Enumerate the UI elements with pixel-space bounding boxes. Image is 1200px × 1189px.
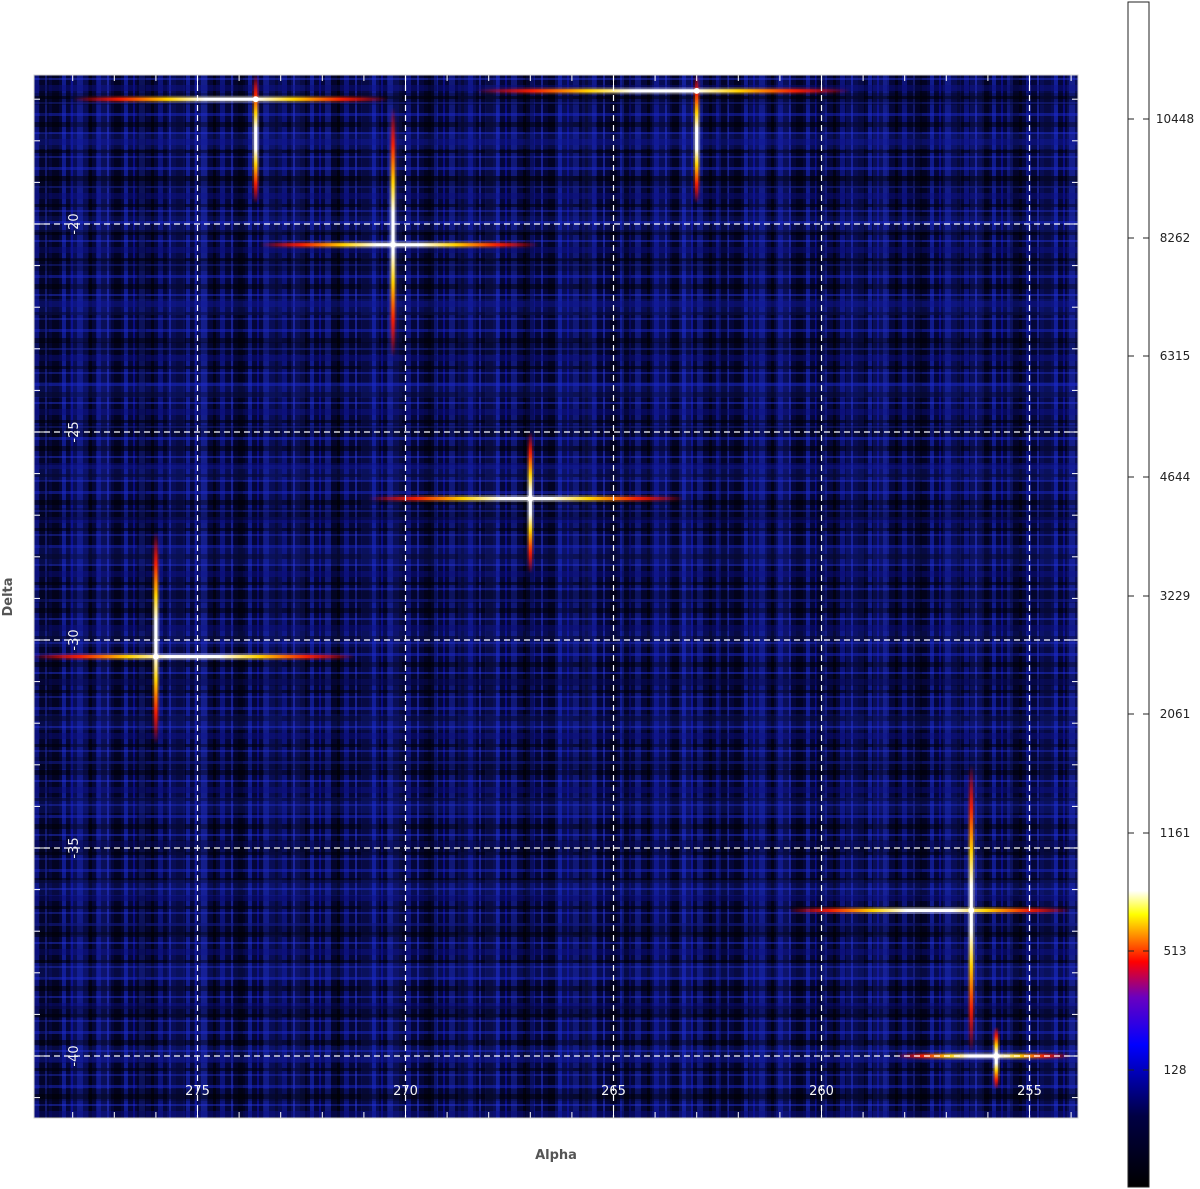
hotspot-streak-h <box>476 89 851 93</box>
hotspot-streak-h <box>72 97 389 101</box>
hotspot-4 <box>368 432 685 574</box>
y-tick-label--20: -20 <box>67 213 82 234</box>
colorbar: 128 513 1161 2061 3229 4644 6315 8262 10448 <box>1127 1 1194 1188</box>
plot-area <box>34 75 1078 1118</box>
hotspot-streak-v <box>391 107 395 358</box>
colorbar-label-6315: 6315 <box>1160 349 1191 363</box>
hotspot-streak-h <box>368 496 685 501</box>
colorbar-label-10448: 10448 <box>1156 112 1194 126</box>
hotspot-streak-v <box>254 75 258 204</box>
x-axis-title: Alpha <box>535 1148 577 1163</box>
hotspot-3 <box>476 75 851 204</box>
hotspot-streak-v <box>154 531 158 744</box>
colorbar-label-513: 513 <box>1164 944 1187 958</box>
y-tick-label--25: -25 <box>67 421 82 442</box>
hotspot-1 <box>72 75 389 204</box>
tick-labels: 275 270 265 260 255 -20 -25 -30 -35 -40 <box>67 213 1042 1099</box>
colorbar-label-2061: 2061 <box>1160 707 1191 721</box>
hotspot-center <box>527 495 534 502</box>
tick-marks <box>34 75 1078 1118</box>
x-tick-label-275: 275 <box>185 1084 210 1099</box>
hotspot-center <box>693 87 700 94</box>
hotspot-5 <box>34 531 356 744</box>
y-tick-label--40: -40 <box>67 1045 82 1066</box>
plot-frame <box>33 74 1079 1119</box>
y-tick-label--30: -30 <box>67 629 82 650</box>
hotspot-2 <box>259 107 539 358</box>
colorbar-ticks: 128 513 1161 2061 3229 4644 6315 8262 10448 <box>1128 112 1194 1077</box>
hotspot-layer <box>34 75 1072 1090</box>
colorbar-label-3229: 3229 <box>1160 589 1191 603</box>
hotspot-center <box>390 241 397 248</box>
x-tick-label-260: 260 <box>809 1084 834 1099</box>
hotspot-center <box>152 653 159 660</box>
grid-lines <box>34 75 1078 1118</box>
x-tick-label-255: 255 <box>1017 1084 1042 1099</box>
x-tick-label-270: 270 <box>393 1084 418 1099</box>
hotspot-6 <box>788 764 1072 1052</box>
x-tick-label-265: 265 <box>601 1084 626 1099</box>
hotspot-streak-h <box>788 908 1072 912</box>
hotspot-center <box>252 96 259 103</box>
hotspot-streak-h <box>34 655 356 659</box>
hotspot-streak-v <box>528 432 532 574</box>
hotspot-streak-h <box>896 1054 1072 1058</box>
hotspot-streak-v <box>695 75 699 204</box>
y-tick-label--35: -35 <box>67 837 82 858</box>
colorbar-label-8262: 8262 <box>1160 231 1191 245</box>
colorbar-label-4644: 4644 <box>1160 470 1191 484</box>
hotspot-center <box>968 907 975 914</box>
colorbar-label-128: 128 <box>1164 1063 1187 1077</box>
hotspot-streak-h <box>259 243 539 247</box>
colorbar-label-1161: 1161 <box>1160 826 1191 840</box>
y-axis-title: Delta <box>1 577 16 616</box>
